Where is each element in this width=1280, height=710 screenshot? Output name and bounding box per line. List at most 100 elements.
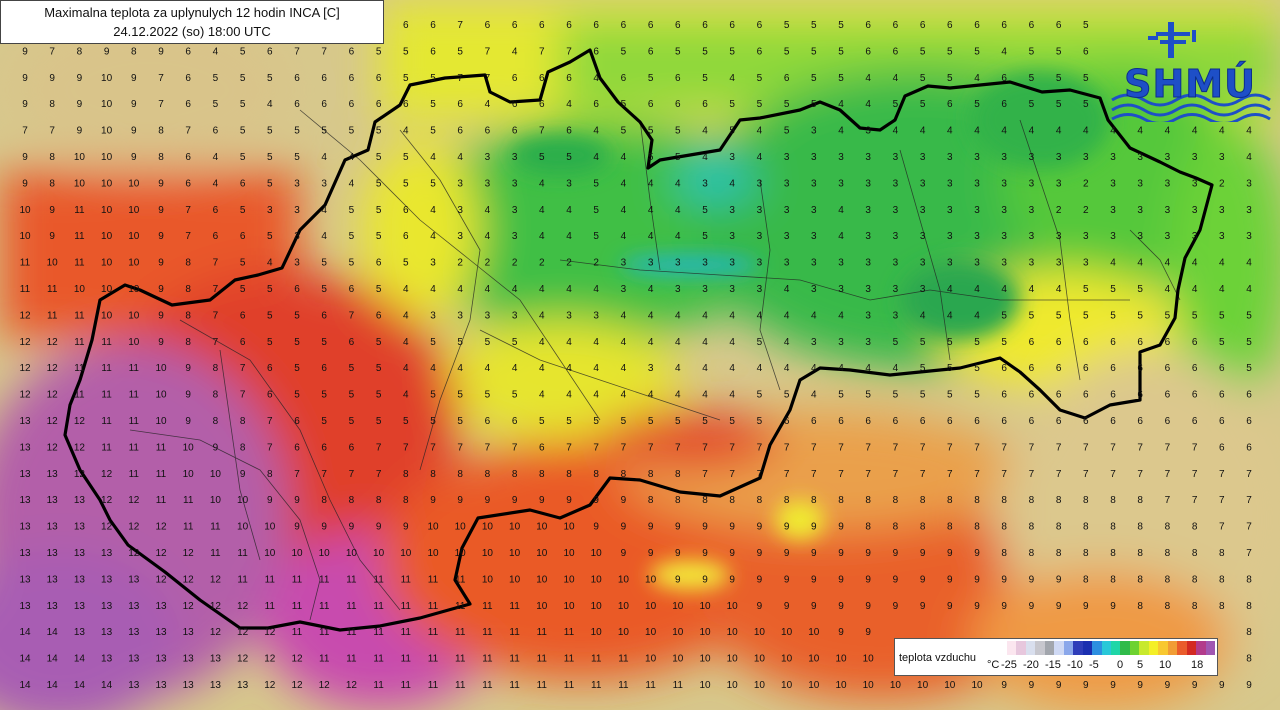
grid-value: 5 [974, 363, 980, 374]
grid-value: 9 [158, 46, 164, 57]
grid-value: 10 [128, 258, 140, 269]
grid-value: 5 [376, 231, 382, 242]
grid-value: 3 [512, 152, 518, 163]
grid-value: 7 [213, 258, 219, 269]
grid-value: 4 [893, 73, 899, 84]
grid-value: 6 [1083, 363, 1089, 374]
grid-value: 5 [757, 390, 763, 401]
grid-value: 4 [512, 46, 518, 57]
grid-value: 5 [512, 337, 518, 348]
grid-value: 11 [509, 601, 520, 612]
grid-value: 3 [1029, 205, 1035, 216]
grid-value: 10 [890, 680, 902, 691]
grid-value: 7 [349, 469, 355, 480]
grid-value: 9 [376, 522, 382, 533]
grid-value: 5 [403, 258, 409, 269]
grid-value: 8 [1056, 495, 1062, 506]
grid-value: 6 [376, 258, 382, 269]
grid-value: 5 [947, 337, 953, 348]
grid-value: 13 [19, 442, 31, 453]
grid-value: 8 [675, 495, 681, 506]
grid-value: 5 [403, 178, 409, 189]
grid-value: 5 [593, 231, 599, 242]
grid-value: 3 [294, 258, 300, 269]
grid-value: 11 [129, 442, 140, 453]
grid-value: 3 [974, 231, 980, 242]
grid-value: 4 [729, 310, 735, 321]
grid-value: 10 [237, 495, 249, 506]
grid-value: 3 [1192, 152, 1198, 163]
grid-value: 5 [376, 205, 382, 216]
grid-value: 4 [702, 363, 708, 374]
grid-value: 6 [349, 73, 355, 84]
grid-value: 3 [1056, 231, 1062, 242]
grid-value: 8 [1056, 522, 1062, 533]
grid-value: 10 [128, 178, 140, 189]
grid-value: 5 [430, 337, 436, 348]
grid-value: 5 [1110, 310, 1116, 321]
grid-value: 8 [1001, 495, 1007, 506]
grid-value: 10 [482, 548, 494, 559]
grid-value: 10 [645, 627, 657, 638]
grid-value: 9 [403, 522, 409, 533]
grid-value: 7 [512, 442, 518, 453]
grid-value: 3 [947, 205, 953, 216]
grid-value: 7 [1029, 469, 1035, 480]
map-title: Maximalna teplota za uplynulych 12 hodin… [44, 5, 340, 20]
grid-value: 3 [757, 284, 763, 295]
grid-value: 4 [1192, 284, 1198, 295]
grid-value: 8 [49, 99, 55, 110]
grid-value: 9 [430, 495, 436, 506]
grid-value: 8 [240, 416, 246, 427]
grid-value: 5 [757, 73, 763, 84]
legend-ticks: °C -25 -20 -15 -10 -5 0 5 10 18 [987, 659, 1215, 673]
grid-value: 12 [19, 337, 31, 348]
grid-value: 3 [457, 310, 463, 321]
grid-value: 5 [838, 20, 844, 31]
grid-value: 8 [185, 284, 191, 295]
grid-value: 9 [675, 522, 681, 533]
grid-value: 4 [838, 310, 844, 321]
grid-value: 9 [321, 522, 327, 533]
grid-value: 3 [1029, 152, 1035, 163]
grid-value: 5 [621, 99, 627, 110]
grid-value: 4 [1165, 126, 1171, 137]
grid-value: 6 [811, 416, 817, 427]
grid-value: 4 [593, 337, 599, 348]
grid-value: 4 [1192, 258, 1198, 269]
grid-value: 6 [403, 20, 409, 31]
grid-value: 11 [591, 654, 602, 665]
grid-value: 8 [1137, 574, 1143, 585]
grid-value: 7 [974, 469, 980, 480]
grid-value: 10 [781, 654, 793, 665]
grid-value: 9 [1056, 574, 1062, 585]
grid-value: 8 [403, 469, 409, 480]
grid-value: 3 [512, 205, 518, 216]
grid-value: 10 [128, 337, 140, 348]
grid-value: 7 [784, 469, 790, 480]
grid-value: 4 [784, 363, 790, 374]
grid-value: 8 [185, 310, 191, 321]
grid-value: 9 [77, 73, 83, 84]
district-boundaries [129, 109, 1181, 621]
grid-value: 8 [158, 126, 164, 137]
grid-value: 12 [183, 548, 195, 559]
grid-value: 3 [1083, 231, 1089, 242]
grid-value: 10 [563, 574, 575, 585]
grid-value: 8 [1246, 654, 1252, 665]
grid-value: 10 [672, 601, 684, 612]
grid-value: 6 [621, 20, 627, 31]
grid-value: 7 [294, 469, 300, 480]
grid-value: 8 [947, 522, 953, 533]
grid-value: 6 [648, 99, 654, 110]
grid-value: 8 [1192, 574, 1198, 585]
grid-value: 10 [835, 680, 847, 691]
grid-value: 10 [346, 548, 358, 559]
grid-value: 11 [74, 363, 85, 374]
grid-value: 5 [947, 363, 953, 374]
grid-value: 9 [267, 495, 273, 506]
grid-value: 3 [1165, 231, 1171, 242]
grid-value: 4 [485, 284, 491, 295]
grid-value: 10 [101, 284, 113, 295]
grid-value: 4 [593, 390, 599, 401]
